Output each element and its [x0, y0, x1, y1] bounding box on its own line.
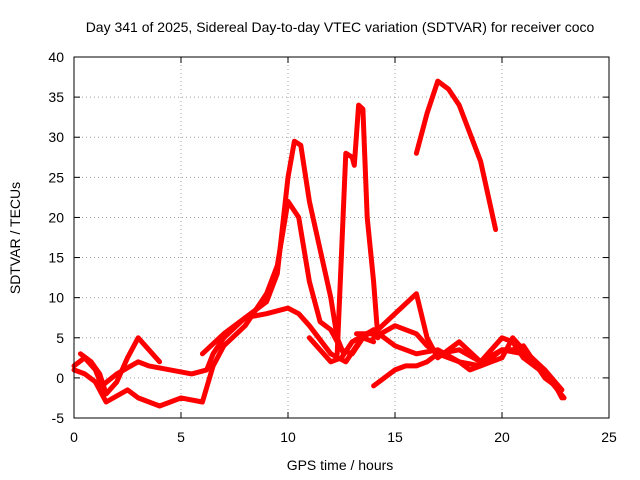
y-tick-label: 15	[48, 250, 64, 266]
y-tick-label: 20	[48, 209, 64, 225]
x-tick-label: 20	[494, 429, 510, 445]
y-tick-label: 40	[48, 49, 64, 65]
y-axis-label: SDTVAR / TECUs	[7, 182, 23, 294]
y-tick-label: 25	[48, 169, 64, 185]
axis-ticks: 0 5 10 15 20 25 -5 0 5 10 15 20 25 30 35 40	[48, 49, 617, 445]
x-tick-label: 0	[70, 429, 78, 445]
series-layer	[71, 78, 567, 409]
x-tick-label: 5	[177, 429, 185, 445]
series-arc-4	[199, 138, 347, 357]
series-arc-5	[334, 102, 381, 357]
y-tick-label: 0	[56, 370, 64, 386]
y-tick-label: 35	[48, 89, 64, 105]
series-arc-2	[71, 198, 377, 409]
series-arc-9	[413, 78, 499, 232]
y-tick-label: 30	[48, 129, 64, 145]
x-axis-label: GPS time / hours	[287, 457, 394, 473]
grid	[74, 57, 609, 418]
series-arc-3	[77, 335, 163, 397]
x-tick-label: 10	[280, 429, 296, 445]
y-tick-label: 5	[56, 330, 64, 346]
x-tick-label: 15	[387, 429, 403, 445]
chart-title: Day 341 of 2025, Sidereal Day-to-day VTE…	[86, 19, 595, 35]
series-arc-8	[371, 335, 565, 393]
series-arc-10	[306, 327, 548, 373]
x-tick-label: 25	[601, 429, 617, 445]
y-tick-label: -5	[52, 410, 65, 426]
y-tick-label: 10	[48, 290, 64, 306]
plot-frame	[73, 56, 610, 419]
